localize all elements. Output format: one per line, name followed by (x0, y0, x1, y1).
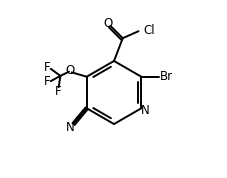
Text: Cl: Cl (142, 24, 154, 37)
Text: F: F (44, 75, 51, 88)
Text: O: O (103, 17, 112, 30)
Text: Br: Br (159, 70, 172, 83)
Text: O: O (65, 64, 75, 77)
Text: F: F (55, 85, 62, 98)
Text: N: N (66, 121, 75, 134)
Text: N: N (140, 104, 149, 117)
Text: F: F (44, 61, 51, 74)
